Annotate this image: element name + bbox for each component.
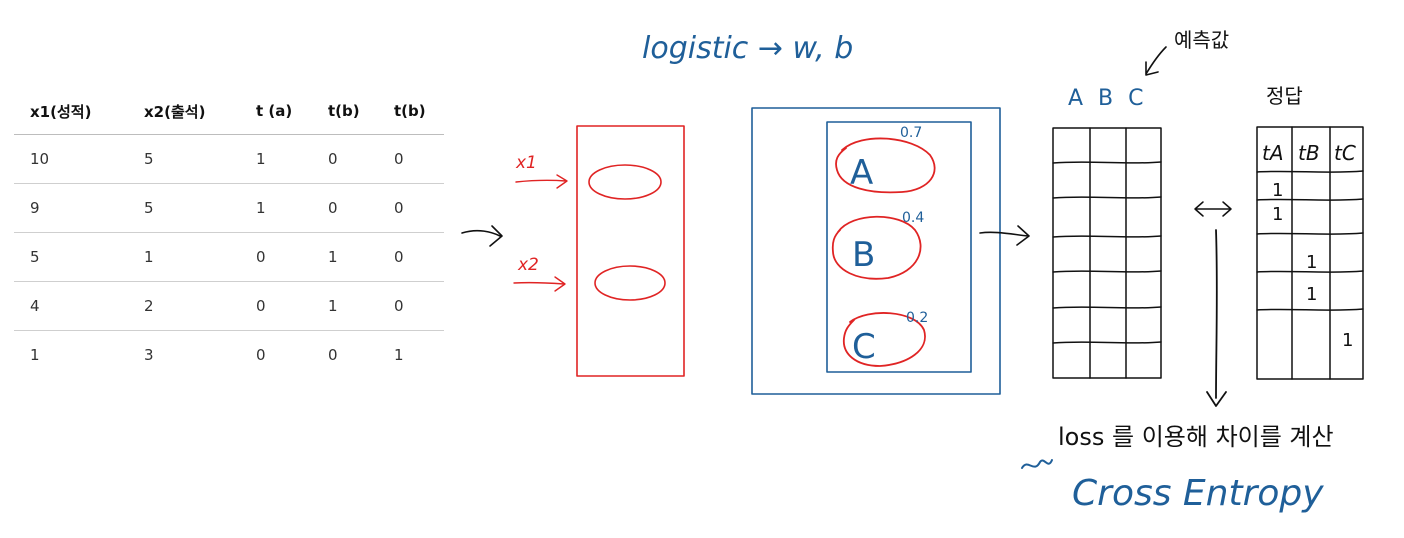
- cell: 1: [30, 346, 40, 364]
- prediction-label: 예측값: [1174, 28, 1229, 52]
- class-a-circle: [835, 137, 936, 194]
- prediction-arrow: [1145, 46, 1167, 76]
- t-b-header: tB: [1298, 141, 1320, 165]
- prediction-grid: [1052, 127, 1162, 379]
- class-c-label: C: [852, 327, 876, 367]
- cell: 4: [14, 281, 128, 331]
- arrow-x1: [515, 174, 568, 189]
- logistic-label: logistic → w, b: [642, 31, 853, 66]
- model-inner-box: [826, 121, 972, 373]
- cell: 2: [128, 281, 240, 331]
- header-ta: t (a): [240, 88, 312, 135]
- cell: 0: [256, 346, 266, 364]
- class-b-circle: [831, 215, 922, 280]
- cell: 1: [128, 232, 240, 282]
- cell: 1: [312, 232, 378, 282]
- cell: 10: [14, 134, 128, 184]
- answer-label: 정답: [1266, 84, 1303, 108]
- answer-mark-b1: 1: [1306, 252, 1317, 273]
- cell: 0: [378, 183, 444, 233]
- loss-note: loss 를 이용해 차이를 계산: [1058, 423, 1334, 451]
- arrow-model-to-grid: [979, 225, 1030, 246]
- cell: 5: [128, 134, 240, 184]
- scribble-mark: [1021, 459, 1053, 469]
- input-node-1: [588, 164, 662, 200]
- cell: 0: [240, 232, 312, 282]
- cell: 0: [378, 134, 444, 184]
- down-arrow: [1206, 229, 1227, 407]
- compare-arrow: [1194, 201, 1232, 217]
- class-a-label: A: [850, 153, 873, 193]
- header-x2: x2(출석): [128, 88, 240, 135]
- cell: 0: [328, 346, 338, 364]
- cell: 5: [128, 183, 240, 233]
- answer-mark-b2: 1: [1306, 284, 1317, 305]
- cell: 0: [312, 183, 378, 233]
- cell: 0: [312, 134, 378, 184]
- cell: 5: [14, 232, 128, 282]
- class-c-circle: [843, 312, 926, 367]
- answer-mark-c1: 1: [1342, 330, 1353, 351]
- cell: 1: [240, 134, 312, 184]
- data-table: x1(성적) x2(출석) t (a) t(b) t(b) 10 5 1 0 0…: [14, 88, 444, 379]
- header-x1: x1(성적): [14, 88, 128, 135]
- table-row: 1 3 0 0 1: [14, 331, 444, 380]
- cell: 1: [394, 346, 404, 364]
- table-header-row: x1(성적) x2(출석) t (a) t(b) t(b): [14, 88, 444, 135]
- cell: 9: [14, 183, 128, 233]
- cross-entropy-label: Cross Entropy: [1072, 473, 1324, 514]
- table-row: 10 5 1 0 0: [14, 134, 444, 184]
- answer-grid: [1256, 126, 1364, 380]
- table-row: 9 5 1 0 0: [14, 183, 444, 233]
- header-tb: t(b): [312, 88, 378, 135]
- label-x1: x1: [515, 153, 537, 173]
- table-row: 4 2 0 1 0: [14, 281, 444, 331]
- header-tc: t(b): [378, 88, 444, 135]
- cell: 0: [378, 232, 444, 282]
- cell: 0: [378, 281, 444, 331]
- prob-a: 0.7: [900, 125, 922, 141]
- model-outer-box: [751, 107, 1001, 395]
- arrow-table-to-input: [461, 225, 503, 247]
- t-a-header: tA: [1262, 141, 1284, 165]
- cell: 1: [312, 281, 378, 331]
- prob-b: 0.4: [902, 210, 924, 226]
- answer-mark-a1: 1: [1272, 180, 1283, 201]
- class-b-label: B: [852, 235, 875, 275]
- cell: 1: [240, 183, 312, 233]
- prob-c: 0.2: [906, 310, 928, 326]
- answer-mark-a2: 1: [1272, 204, 1283, 225]
- table-row: 5 1 0 1 0: [14, 232, 444, 282]
- input-layer-box: [576, 125, 685, 377]
- input-node-2: [594, 265, 666, 301]
- cell: 3: [144, 346, 154, 364]
- cell: 0: [240, 281, 312, 331]
- t-c-header: tC: [1334, 141, 1356, 165]
- label-x2: x2: [517, 255, 539, 275]
- arrow-x2: [513, 276, 566, 292]
- abc-label: A B C: [1068, 86, 1148, 111]
